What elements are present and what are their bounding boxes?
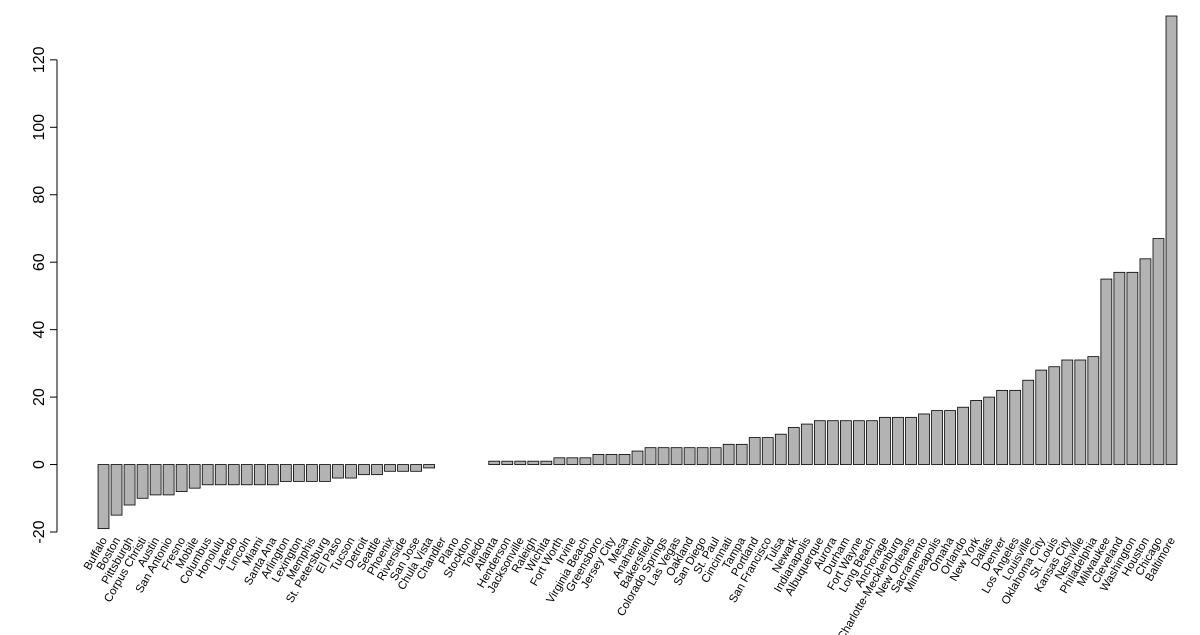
bar	[1126, 271, 1139, 465]
bar	[905, 416, 917, 465]
y-tick-label: 0	[31, 460, 48, 469]
bar	[253, 464, 266, 486]
bar	[853, 420, 865, 465]
bar	[149, 464, 162, 496]
bar	[1113, 271, 1126, 465]
bar	[813, 420, 826, 465]
bar	[840, 420, 852, 465]
bar	[136, 464, 149, 499]
bar	[696, 447, 709, 465]
bar	[345, 464, 357, 479]
bar	[1087, 356, 1100, 465]
bar	[175, 464, 188, 492]
y-tick-label: 60	[31, 253, 48, 271]
bar	[384, 464, 396, 472]
bar	[605, 454, 618, 465]
bar	[1152, 238, 1165, 465]
bar	[748, 437, 761, 465]
bar	[774, 433, 787, 465]
bar	[527, 460, 540, 465]
bar	[618, 454, 631, 465]
y-tick-label: 20	[31, 388, 48, 406]
bar	[279, 464, 292, 482]
y-tick-label: 80	[31, 186, 48, 204]
bar	[319, 464, 331, 482]
bar	[501, 460, 514, 465]
bar	[371, 464, 383, 476]
bar	[293, 464, 305, 482]
y-tick-label: 120	[31, 46, 48, 73]
bar	[996, 389, 1009, 465]
bar	[1035, 369, 1048, 465]
bar	[397, 464, 409, 472]
bar	[866, 420, 878, 465]
bar	[644, 447, 657, 465]
bar	[162, 464, 175, 496]
bar	[735, 443, 748, 465]
y-tick-label: -20	[31, 520, 48, 543]
bar	[592, 454, 605, 465]
bar	[983, 396, 996, 465]
bar	[566, 457, 579, 465]
bar	[931, 410, 943, 465]
bar	[683, 447, 696, 465]
bar	[488, 460, 501, 465]
bar	[1100, 278, 1113, 465]
bar	[970, 400, 982, 465]
bar	[410, 464, 422, 472]
bar	[266, 464, 279, 486]
bar	[800, 423, 813, 465]
bar	[240, 464, 253, 486]
bar	[110, 464, 123, 516]
bar	[358, 464, 370, 476]
y-tick-label: 40	[31, 321, 48, 339]
bar	[201, 464, 214, 486]
bar	[892, 416, 904, 465]
bar	[332, 464, 344, 479]
bar	[944, 410, 956, 465]
bar	[722, 443, 735, 465]
bar	[214, 464, 227, 486]
bar	[709, 447, 722, 465]
bar	[1009, 389, 1022, 465]
y-tick-label: 100	[31, 114, 48, 141]
bar	[540, 460, 553, 465]
bar	[918, 413, 930, 465]
bar	[1048, 366, 1061, 465]
bar	[1074, 359, 1087, 465]
bar	[1139, 258, 1152, 465]
bar	[670, 447, 683, 465]
bar	[227, 464, 240, 486]
bar	[306, 464, 318, 482]
bar	[879, 416, 891, 465]
bar	[188, 464, 201, 489]
bar	[787, 427, 800, 465]
bar	[761, 437, 774, 465]
bar	[123, 464, 136, 506]
bar	[579, 457, 592, 465]
bar	[957, 406, 969, 465]
bar	[631, 450, 644, 465]
bar	[97, 464, 110, 530]
bar	[1165, 15, 1178, 465]
bar	[423, 464, 435, 469]
bar	[657, 447, 670, 465]
bar	[826, 420, 839, 465]
bar	[553, 457, 566, 465]
bar	[1022, 379, 1035, 465]
bar	[514, 460, 527, 465]
bar	[1061, 359, 1074, 465]
